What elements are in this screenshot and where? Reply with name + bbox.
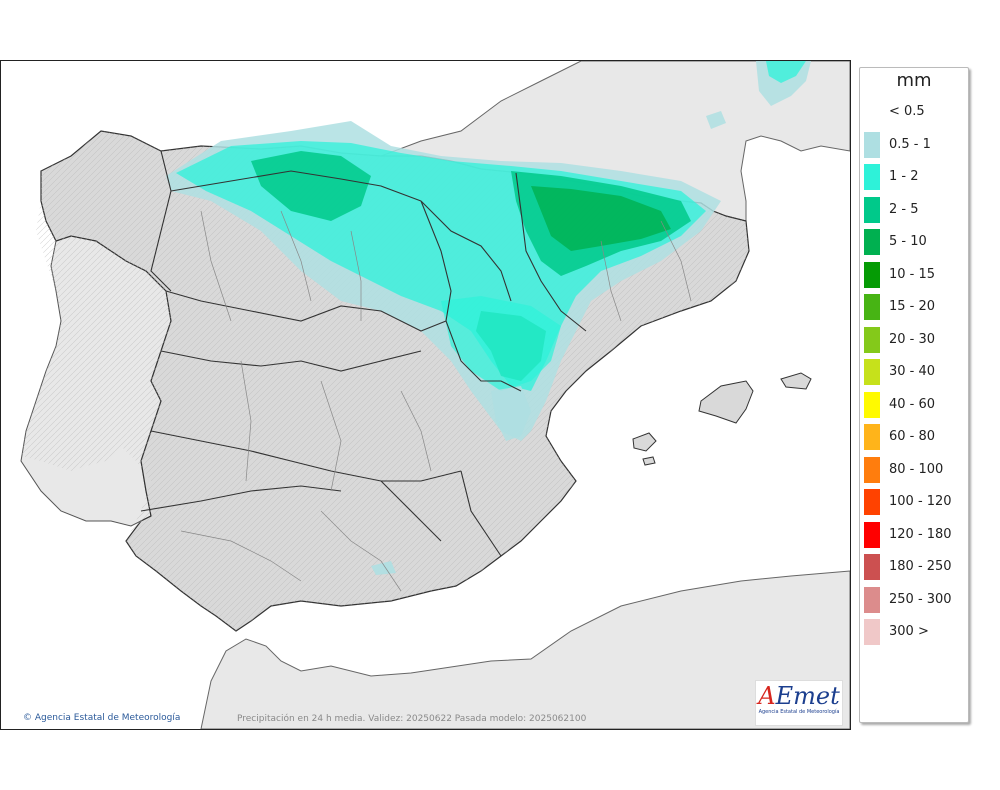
legend-label: < 0.5 [889,104,925,119]
legend-swatch [864,619,880,645]
precipitation-map[interactable]: © Agencia Estatal de Meteorología Precip… [0,60,851,730]
legend-swatch [864,456,880,483]
menorca-island [780,372,812,390]
legend-swatch [864,391,880,418]
legend-swatch [864,99,880,125]
mallorca-island [698,380,754,424]
legend-swatch [864,521,880,548]
legend-swatch [864,261,880,288]
africa-land [200,570,850,729]
legend-swatch [864,586,880,613]
legend-swatch [864,359,880,385]
legend-swatch [864,164,880,190]
legend-label: 300 > [889,624,929,639]
legend-label: 180 - 250 [889,559,952,574]
legend-swatch [864,424,880,450]
map-canvas [1,61,850,729]
precipitation-overlay [166,61,811,575]
province-borders [180,210,692,592]
legend-label: 1 - 2 [889,169,919,184]
legend-label: 5 - 10 [889,234,927,249]
copyright-icon: © [23,713,32,723]
legend-panel: mm < 0.5 0.5 - 1 1 - 2 2 - 5 5 - 10 10 - 15 15… [859,67,969,723]
legend-label: 10 - 15 [889,266,936,282]
legend-label: 80 - 100 [889,461,944,477]
aemet-logo: AEmet Agencia Estatal de Meteorología [755,680,843,726]
legend-label: 60 - 80 [889,429,936,444]
legend-label: 120 - 180 [889,526,952,542]
aemet-logo-word: AEmet [756,683,842,709]
legend-swatch [864,326,880,353]
copyright-notice[interactable]: © Agencia Estatal de Meteorología [23,713,180,723]
legend-label: 30 - 40 [889,364,936,379]
legend-swatch [864,196,880,223]
legend-swatch [864,229,880,255]
map-caption: Precipitación en 24 h media. Validez: 20… [237,714,587,724]
precip-band-0-5-1-valencia [491,386,531,441]
legend-label: 100 - 120 [889,494,952,509]
precip-band-0-5-1-alboran [371,561,396,575]
ibiza-island [632,432,657,452]
precip-band-0-5-1-gulf [706,111,726,129]
legend-swatch [864,554,880,580]
legend-label: 40 - 60 [889,396,936,412]
precip-band-5-10 [531,186,671,251]
legend-label: 0.5 - 1 [889,136,931,152]
precip-band-2-5 [251,151,371,221]
region-borders [140,150,587,557]
legend-label: 2 - 5 [889,201,919,217]
legend-label: 15 - 20 [889,299,936,314]
copyright-text: Agencia Estatal de Meteorología [34,713,181,723]
aemet-logo-letter: A [758,682,776,710]
legend-swatch [864,131,880,158]
legend-unit: mm [896,70,932,91]
aemet-logo-rest: Emet [775,682,840,710]
legend-label: 250 - 300 [889,591,952,607]
formentera-island [642,456,656,466]
legend-label: 20 - 30 [889,331,936,347]
legend-swatch [864,489,880,515]
precip-band-1-2-north [766,61,806,83]
aemet-logo-subtitle: Agencia Estatal de Meteorología [758,709,840,715]
legend-swatch [864,294,880,320]
precip-band-1-2-south [441,296,561,391]
